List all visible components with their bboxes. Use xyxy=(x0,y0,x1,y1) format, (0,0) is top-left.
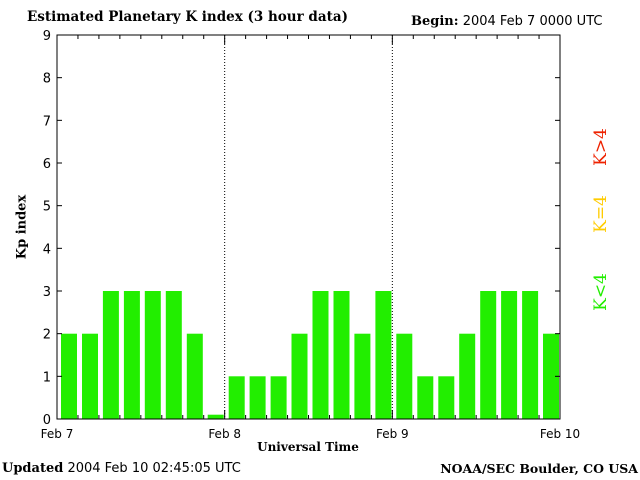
chart-title: Estimated Planetary K index (3 hour data… xyxy=(27,9,348,25)
kp-bar xyxy=(459,333,476,419)
y-tick-label: 0 xyxy=(43,413,51,428)
y-tick-label: 4 xyxy=(43,242,51,257)
kp-bar xyxy=(186,333,203,419)
kp-bar xyxy=(375,291,392,419)
x-tick-label: Feb 8 xyxy=(208,427,241,441)
kp-bar xyxy=(354,333,371,419)
y-tick-label: 6 xyxy=(43,157,51,172)
kp-bar xyxy=(270,376,287,419)
x-tick-label: Feb 10 xyxy=(540,427,580,441)
kp-bar xyxy=(165,291,182,419)
y-tick-label: 3 xyxy=(43,285,51,300)
begin-time: Begin: 2004 Feb 7 0000 UTC xyxy=(411,14,602,29)
x-tick-label: Feb 7 xyxy=(41,427,74,441)
kp-bar xyxy=(543,333,559,419)
y-tick-label: 7 xyxy=(43,114,51,129)
y-tick-label: 5 xyxy=(43,200,51,215)
y-tick-label: 9 xyxy=(43,29,51,44)
updated-label: Updated xyxy=(2,461,64,476)
credit-text: NOAA/SEC Boulder, CO USA xyxy=(440,461,638,476)
kp-bar xyxy=(522,291,539,419)
begin-label: Begin: xyxy=(411,14,459,29)
updated-value: 2004 Feb 10 02:45:05 UTC xyxy=(67,461,241,476)
kp-bar xyxy=(333,291,350,419)
kp-bar xyxy=(207,414,224,419)
legend-k-above-4: K>4 xyxy=(591,128,611,166)
kp-bar xyxy=(144,291,161,419)
kp-bar xyxy=(123,291,140,419)
kp-bar xyxy=(501,291,518,419)
kp-bar xyxy=(417,376,434,419)
y-tick-label: 1 xyxy=(43,370,51,385)
legend-k-equal-4: K=4 xyxy=(591,195,611,233)
kp-bar xyxy=(291,333,308,419)
kp-bar xyxy=(396,333,413,419)
y-tick-label: 2 xyxy=(43,328,51,343)
kp-bar xyxy=(312,291,329,419)
begin-value: 2004 Feb 7 0000 UTC xyxy=(462,14,603,29)
x-axis-label: Universal Time xyxy=(257,440,359,454)
kp-bar xyxy=(82,333,98,419)
y-tick-label: 8 xyxy=(43,72,51,87)
kp-bar xyxy=(480,291,497,419)
kp-bar xyxy=(438,376,455,419)
updated-time: Updated 2004 Feb 10 02:45:05 UTC xyxy=(2,461,241,476)
kp-bar xyxy=(249,376,266,419)
legend-k-below-4: K<4 xyxy=(591,273,611,311)
kp-bar xyxy=(61,333,77,419)
x-tick-label: Feb 9 xyxy=(376,427,409,441)
y-axis-label: Kp index xyxy=(14,194,30,260)
kp-bar xyxy=(228,376,245,419)
kp-bar xyxy=(102,291,119,419)
